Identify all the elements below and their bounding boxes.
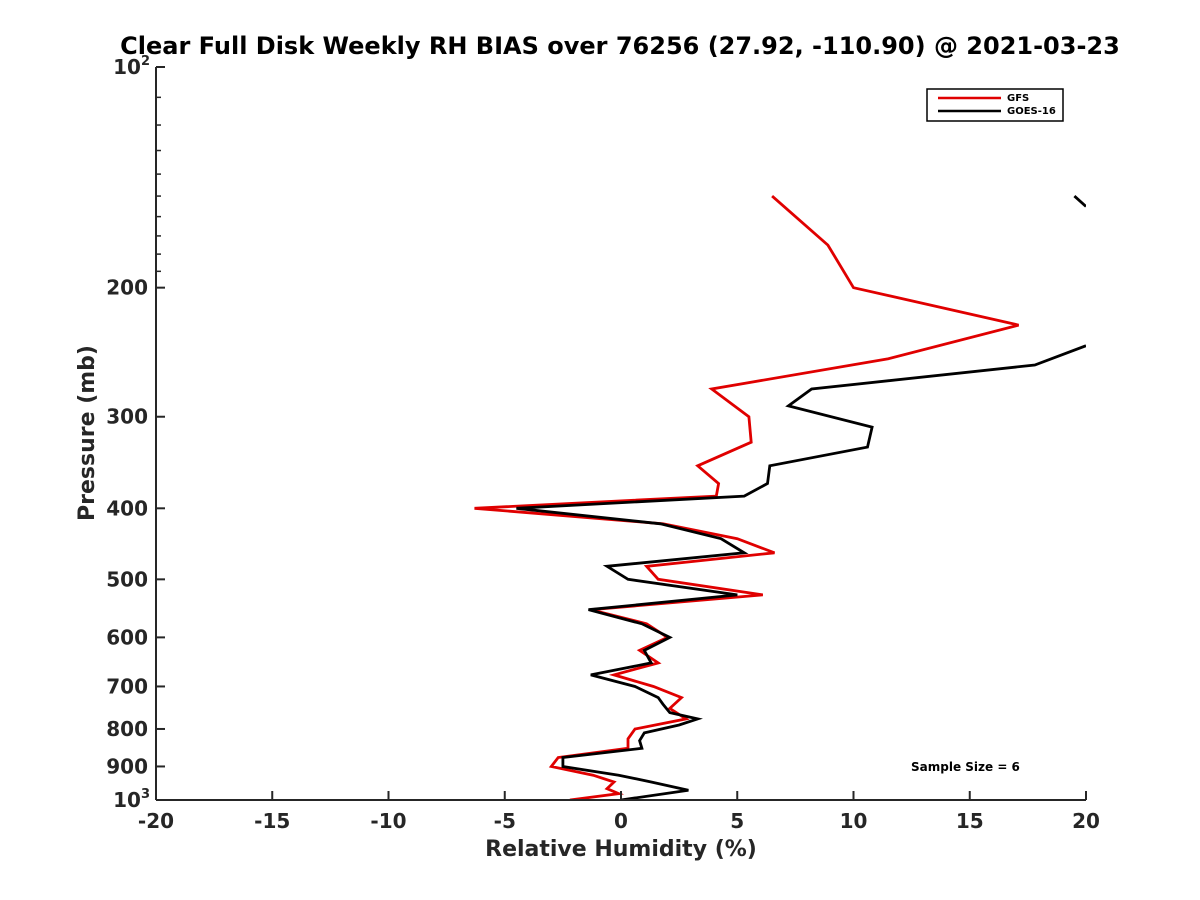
- series-line-gfs: [474, 195, 1019, 800]
- y-tick-label: 103: [113, 787, 150, 812]
- x-axis-label: Relative Humidity (%): [485, 837, 757, 862]
- x-tick-label: 10: [840, 809, 868, 833]
- legend-box: [926, 88, 1064, 122]
- series-layer: [474, 195, 1086, 800]
- ticks-layer: -20 -15 -10 -5 0 5 10 15 20 102 200 300 400 500 600 700…: [106, 54, 1100, 833]
- legend-label-gfs: GFS: [1007, 93, 1029, 104]
- y-tick-label: 900: [106, 754, 148, 778]
- y-tick-label: 600: [106, 625, 148, 649]
- axes-layer: [155, 67, 1086, 801]
- x-tick-label: 15: [956, 809, 984, 833]
- x-tick-label: -20: [138, 809, 174, 833]
- chart-title: Clear Full Disk Weekly RH BIAS over 7625…: [120, 32, 1120, 60]
- y-tick-label: 700: [106, 674, 148, 698]
- x-tick-label: 20: [1072, 809, 1100, 833]
- y-tick-label: 400: [106, 496, 148, 520]
- sample-size-annotation: Sample Size = 6: [911, 760, 1020, 774]
- y-tick-label: 102: [113, 54, 150, 79]
- legend-label-goes16: GOES-16: [1007, 106, 1056, 117]
- y-tick-label: 500: [106, 567, 148, 591]
- x-tick-label: -5: [494, 809, 516, 833]
- y-tick-label: 300: [106, 405, 148, 429]
- x-tick-label: -15: [254, 809, 290, 833]
- series-line-goes16-seg1: [516, 344, 1086, 800]
- y-tick-label: 200: [106, 276, 148, 300]
- y-tick-label: 800: [106, 717, 148, 741]
- y-axis-label: Pressure (mb): [75, 345, 100, 521]
- x-tick-label: 0: [614, 809, 628, 833]
- legend: GFS GOES-16: [926, 88, 1064, 122]
- x-tick-label: 5: [730, 809, 744, 833]
- series-line-goes16-seg0: [1073, 195, 1086, 208]
- x-tick-label: -10: [370, 809, 406, 833]
